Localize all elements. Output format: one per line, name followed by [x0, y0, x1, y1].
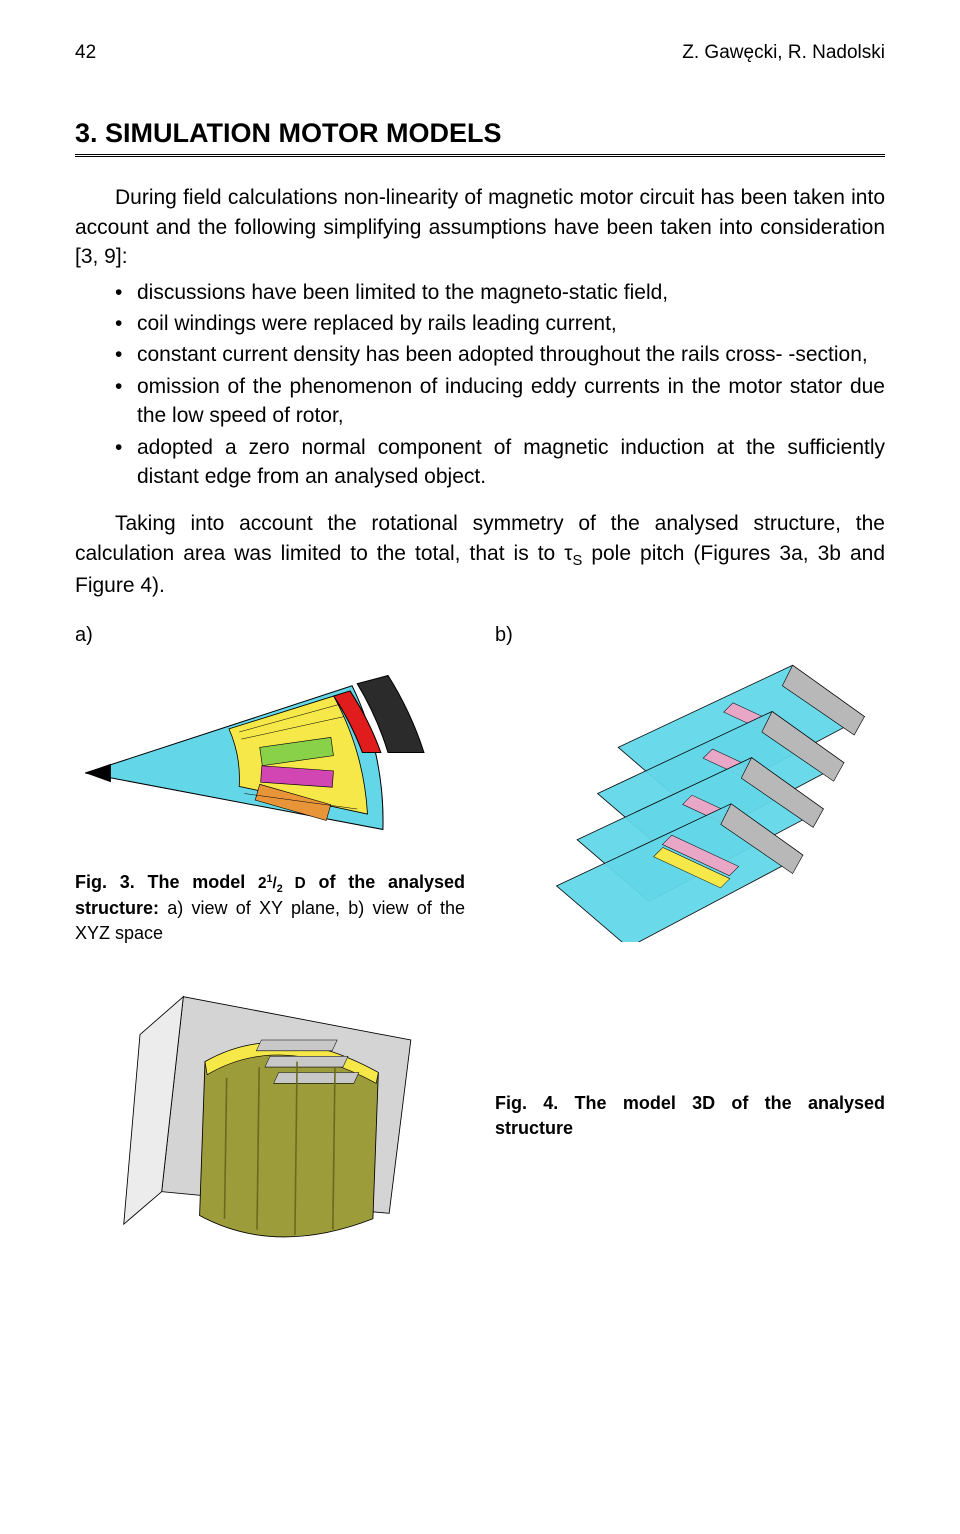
figure-4-caption: Fig. 4. The model 3D of the analysed str…	[495, 1091, 885, 1140]
list-item: omission of the phenomenon of inducing e…	[115, 372, 885, 431]
list-item: adopted a zero normal component of magne…	[115, 433, 885, 492]
figure-4-caption-col: Fig. 4. The model 3D of the analysed str…	[495, 1091, 885, 1140]
figure-4-row: Fig. 4. The model 3D of the analysed str…	[75, 975, 885, 1257]
list-item: constant current density has been adopte…	[115, 340, 885, 369]
figure-3a-label: a)	[75, 621, 465, 649]
list-item: discussions have been limited to the mag…	[115, 278, 885, 307]
page-number: 42	[75, 40, 96, 67]
figure-3a-column: a)	[75, 621, 465, 945]
figure-3a-image	[75, 655, 465, 850]
wedge-2d-icon	[75, 655, 465, 850]
figure-3-row: a)	[75, 621, 885, 945]
running-head-authors: Z. Gawęcki, R. Nadolski	[682, 40, 885, 67]
running-header: 42 Z. Gawęcki, R. Nadolski	[75, 40, 885, 67]
figure-3-caption: Fig. 3. The model 21/2 D of the analysed…	[75, 870, 465, 945]
model-3d-icon	[75, 975, 465, 1257]
figure-3b-label: b)	[495, 621, 885, 649]
section-heading: 3. SIMULATION MOTOR MODELS	[75, 115, 885, 158]
figure-3b-image	[495, 655, 885, 942]
figure-4-image	[75, 975, 465, 1257]
list-item: coil windings were replaced by rails lea…	[115, 309, 885, 338]
wedge-stack-icon	[495, 655, 885, 942]
symmetry-paragraph: Taking into account the rotational symme…	[75, 509, 885, 601]
intro-paragraph: During field calculations non-linearity …	[75, 183, 885, 271]
section-title-text: SIMULATION MOTOR MODELS	[105, 118, 501, 148]
assumption-list: discussions have been limited to the mag…	[75, 278, 885, 492]
figure-3b-column: b)	[495, 621, 885, 942]
section-number: 3.	[75, 118, 98, 148]
